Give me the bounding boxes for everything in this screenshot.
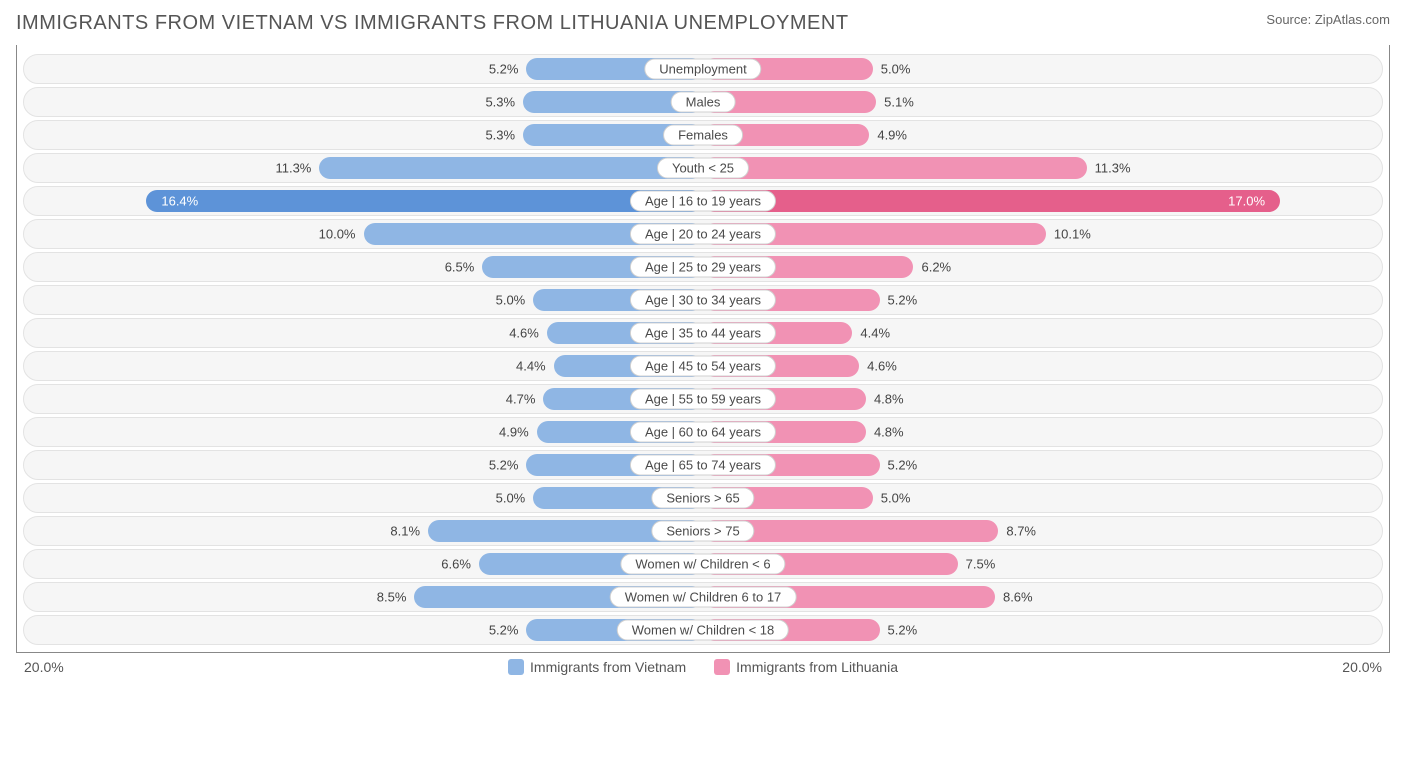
category-label: Women w/ Children < 6 xyxy=(620,554,785,575)
bar-left xyxy=(319,157,703,179)
chart-row: 11.3% 11.3% Youth < 25 xyxy=(23,153,1383,183)
value-left: 5.0% xyxy=(496,491,526,506)
value-left: 4.9% xyxy=(499,425,529,440)
chart-row: 5.0% 5.0% Seniors > 65 xyxy=(23,483,1383,513)
category-label: Age | 20 to 24 years xyxy=(630,224,776,245)
value-right: 17.0% xyxy=(1228,194,1265,209)
category-label: Age | 60 to 64 years xyxy=(630,422,776,443)
value-right: 4.9% xyxy=(877,128,907,143)
value-right: 4.6% xyxy=(867,359,897,374)
value-right: 8.7% xyxy=(1006,524,1036,539)
value-right: 5.0% xyxy=(881,491,911,506)
value-left: 5.0% xyxy=(496,293,526,308)
category-label: Unemployment xyxy=(644,59,761,80)
legend-swatch-left xyxy=(508,659,524,675)
chart-row: 4.9% 4.8% Age | 60 to 64 years xyxy=(23,417,1383,447)
chart-row: 5.2% 5.0% Unemployment xyxy=(23,54,1383,84)
category-label: Age | 16 to 19 years xyxy=(630,191,776,212)
value-left: 4.4% xyxy=(516,359,546,374)
chart-row: 16.4% 17.0% Age | 16 to 19 years xyxy=(23,186,1383,216)
value-left: 5.3% xyxy=(485,128,515,143)
category-label: Age | 25 to 29 years xyxy=(630,257,776,278)
value-right: 5.2% xyxy=(888,623,918,638)
chart-row: 10.0% 10.1% Age | 20 to 24 years xyxy=(23,219,1383,249)
value-left: 5.3% xyxy=(485,95,515,110)
chart-row: 8.5% 8.6% Women w/ Children 6 to 17 xyxy=(23,582,1383,612)
chart-row: 5.2% 5.2% Age | 65 to 74 years xyxy=(23,450,1383,480)
chart-row: 8.1% 8.7% Seniors > 75 xyxy=(23,516,1383,546)
category-label: Women w/ Children 6 to 17 xyxy=(610,587,797,608)
value-right: 4.4% xyxy=(860,326,890,341)
chart-row: 4.4% 4.6% Age | 45 to 54 years xyxy=(23,351,1383,381)
value-left: 11.3% xyxy=(275,161,311,176)
value-left: 10.0% xyxy=(319,227,356,242)
chart-row: 5.0% 5.2% Age | 30 to 34 years xyxy=(23,285,1383,315)
source-name: ZipAtlas.com xyxy=(1315,12,1390,27)
legend-label-right: Immigrants from Lithuania xyxy=(736,659,898,675)
value-left: 4.6% xyxy=(509,326,539,341)
category-label: Age | 35 to 44 years xyxy=(630,323,776,344)
category-label: Age | 65 to 74 years xyxy=(630,455,776,476)
chart-row: 5.3% 4.9% Females xyxy=(23,120,1383,150)
chart-row: 5.2% 5.2% Women w/ Children < 18 xyxy=(23,615,1383,645)
value-right: 6.2% xyxy=(921,260,951,275)
value-left: 5.2% xyxy=(489,62,519,77)
source-attribution: Source: ZipAtlas.com xyxy=(1266,12,1390,27)
chart-row: 4.7% 4.8% Age | 55 to 59 years xyxy=(23,384,1383,414)
value-right: 4.8% xyxy=(874,425,904,440)
value-right: 5.0% xyxy=(881,62,911,77)
axis-max-right: 20.0% xyxy=(1342,659,1382,675)
legend: Immigrants from Vietnam Immigrants from … xyxy=(508,659,898,675)
value-left: 6.5% xyxy=(445,260,475,275)
value-left: 4.7% xyxy=(506,392,536,407)
legend-item-left: Immigrants from Vietnam xyxy=(508,659,686,675)
legend-label-left: Immigrants from Vietnam xyxy=(530,659,686,675)
bar-right xyxy=(703,190,1280,212)
chart-row: 6.6% 7.5% Women w/ Children < 6 xyxy=(23,549,1383,579)
diverging-bar-chart: 5.2% 5.0% Unemployment 5.3% 5.1% Males 5.3% 4.9… xyxy=(16,45,1390,653)
category-label: Age | 30 to 34 years xyxy=(630,290,776,311)
category-label: Age | 45 to 54 years xyxy=(630,356,776,377)
value-right: 11.3% xyxy=(1095,161,1131,176)
chart-row: 6.5% 6.2% Age | 25 to 29 years xyxy=(23,252,1383,282)
category-label: Seniors > 65 xyxy=(651,488,754,509)
value-right: 5.1% xyxy=(884,95,914,110)
value-right: 7.5% xyxy=(966,557,996,572)
value-right: 4.8% xyxy=(874,392,904,407)
source-label: Source: xyxy=(1266,12,1311,27)
value-right: 5.2% xyxy=(888,458,918,473)
value-right: 8.6% xyxy=(1003,590,1033,605)
value-left: 5.2% xyxy=(489,623,519,638)
category-label: Women w/ Children < 18 xyxy=(617,620,789,641)
axis-max-left: 20.0% xyxy=(24,659,64,675)
bar-left xyxy=(146,190,703,212)
category-label: Seniors > 75 xyxy=(651,521,754,542)
legend-swatch-right xyxy=(714,659,730,675)
chart-row: 5.3% 5.1% Males xyxy=(23,87,1383,117)
category-label: Youth < 25 xyxy=(657,158,749,179)
value-right: 5.2% xyxy=(888,293,918,308)
value-left: 8.1% xyxy=(390,524,420,539)
value-left: 16.4% xyxy=(161,194,198,209)
category-label: Age | 55 to 59 years xyxy=(630,389,776,410)
bar-right xyxy=(703,157,1087,179)
category-label: Females xyxy=(663,125,743,146)
value-left: 5.2% xyxy=(489,458,519,473)
category-label: Males xyxy=(671,92,736,113)
value-left: 6.6% xyxy=(441,557,471,572)
chart-row: 4.6% 4.4% Age | 35 to 44 years xyxy=(23,318,1383,348)
value-right: 10.1% xyxy=(1054,227,1091,242)
legend-item-right: Immigrants from Lithuania xyxy=(714,659,898,675)
value-left: 8.5% xyxy=(377,590,407,605)
chart-title: IMMIGRANTS FROM VIETNAM VS IMMIGRANTS FR… xyxy=(16,12,849,35)
